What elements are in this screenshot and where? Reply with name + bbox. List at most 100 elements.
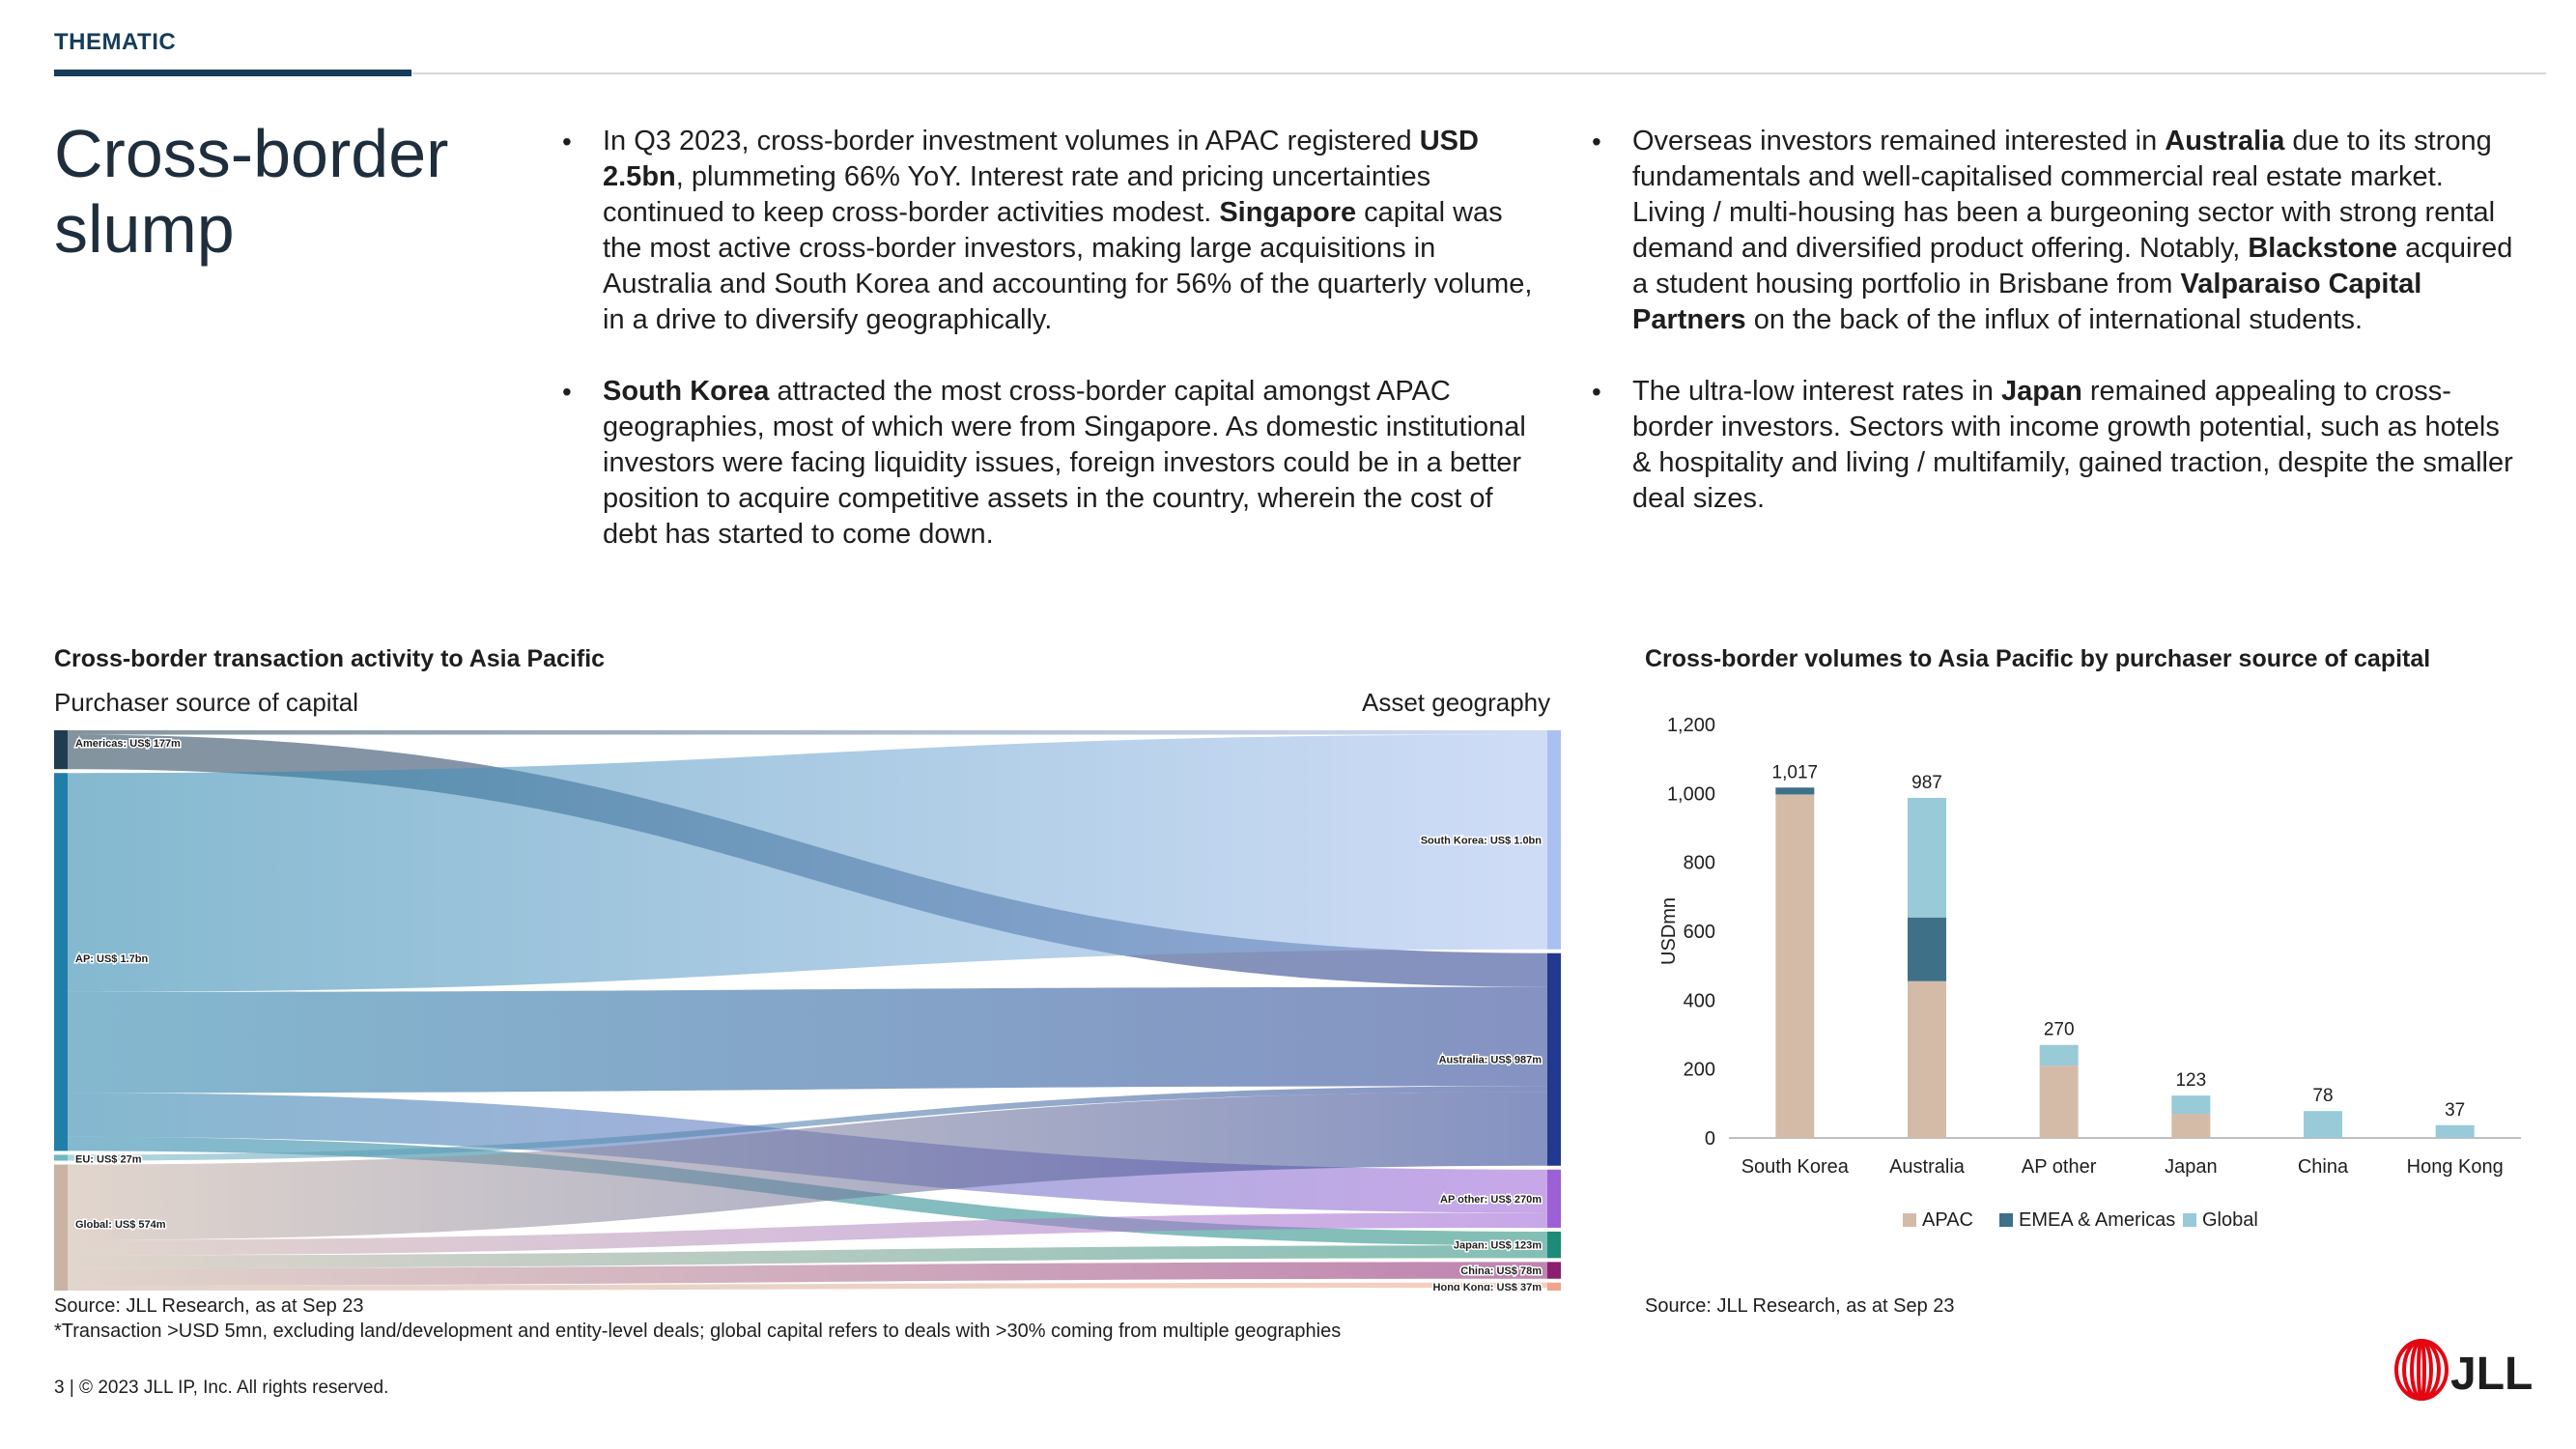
- sankey-target-node-cn: [1547, 1262, 1561, 1279]
- bullet-text: attracted the most cross-border capital …: [603, 376, 1526, 550]
- bar-segment-global-ap-other: [2039, 1044, 2079, 1066]
- sankey-target-node-au: [1547, 952, 1561, 1166]
- sankey-flow-global-jp: [68, 1245, 1547, 1268]
- bar-chart: 0 200 400 600 800 1,000 1,200 USDmn 1,017 South K…: [1658, 715, 2521, 1231]
- sankey-target-node-hk: [1547, 1282, 1561, 1291]
- sankey-source-node-eu: [54, 1154, 68, 1161]
- bar-total-label: 1,017: [1772, 762, 1819, 782]
- bar-segment-emea-americas-south-korea: [1775, 787, 1815, 795]
- bar-x-tick-label: AP other: [2022, 1156, 2097, 1178]
- sankey-source-label-global: Global: US$ 574m: [75, 1219, 166, 1231]
- jll-logo: JLL: [2394, 1339, 2533, 1401]
- sankey-left-header: Purchaser source of capital: [54, 688, 359, 717]
- bar-chart-source: Source: JLL Research, as at Sep 23: [1645, 1295, 1955, 1317]
- footer-page-note: 3 | © 2023 JLL IP, Inc. All rights reser…: [54, 1378, 389, 1398]
- bullet-emphasis: Blackstone: [2248, 233, 2398, 264]
- bullet-text: The ultra-low interest rates in: [1632, 376, 2001, 407]
- sankey-source-label-ap: AP: US$ 1.7bn: [75, 953, 148, 965]
- sankey-source-label-eu: EU: US$ 27m: [75, 1153, 142, 1165]
- sankey-footnote: *Transaction >USD 5mn, excluding land/de…: [54, 1321, 1342, 1342]
- bar-y-tick-label: 1,000: [1667, 783, 1715, 805]
- bar-total-label: 37: [2445, 1100, 2465, 1121]
- bar-segment-global-japan: [2171, 1095, 2211, 1115]
- sankey-flow-americas-sk: [68, 730, 1547, 735]
- bar-total-label: 123: [2175, 1070, 2206, 1091]
- sankey-chart: Americas: US$ 177m AP: US$ 1.7bn EU: US$ 2…: [54, 730, 1561, 1291]
- bar-segment-apac-australia: [1908, 980, 1946, 1138]
- bar-y-tick-label: 0: [1705, 1128, 1715, 1150]
- bar-segment-apac-south-korea: [1775, 794, 1815, 1138]
- bullet-emphasis: USD 2.5bn: [603, 126, 1479, 192]
- right-bullet-1: Overseas investors remained interested i…: [1592, 124, 2519, 338]
- legend-swatch: [1999, 1213, 2013, 1227]
- section-tag-underline: [54, 70, 411, 76]
- page-title: Cross-border slump: [54, 116, 449, 267]
- bar-y-tick-label: 1,200: [1667, 715, 1715, 736]
- bullet-text: due to its strong fundamentals and well-…: [1632, 126, 2496, 264]
- sankey-target-label-apo: AP other: US$ 270m: [1440, 1194, 1542, 1206]
- bullet-text: on the back of the influx of internation…: [1745, 304, 2364, 335]
- sankey-target-label-cn: China: US$ 78m: [1460, 1265, 1542, 1277]
- left-bullet-1: In Q3 2023, cross-border investment volu…: [562, 124, 1547, 338]
- bar-y-tick-label: 800: [1684, 853, 1715, 874]
- bar-y-tick-label: 200: [1684, 1060, 1715, 1081]
- bar-total-label: 987: [1911, 773, 1942, 793]
- sankey-source-label-americas: Americas: US$ 177m: [75, 738, 181, 750]
- sankey-flow-ap-au: [68, 986, 1547, 1094]
- sankey-right-header: Asset geography: [1362, 688, 1551, 717]
- bar-x-tick-label: China: [2298, 1156, 2349, 1178]
- legend-swatch: [1903, 1213, 1916, 1227]
- sankey-target-label-au: Australia: US$ 987m: [1439, 1055, 1543, 1066]
- bar-y-tick-label: 400: [1684, 990, 1715, 1011]
- right-bullet-2: The ultra-low interest rates in Japan re…: [1592, 374, 2519, 517]
- bullet-text: remained appealing to cross-border inves…: [1632, 376, 2513, 514]
- bar-y-tick-label: 600: [1684, 922, 1715, 943]
- bar-total-label: 270: [2044, 1020, 2075, 1040]
- bar-segment-global-hong-kong: [2435, 1124, 2475, 1138]
- bullet-text: In Q3 2023, cross-border investment volu…: [603, 126, 1420, 156]
- bar-x-tick-label: Japan: [2165, 1156, 2218, 1178]
- bullet-text: acquired a student housing portfolio in …: [1632, 233, 2513, 299]
- legend-swatch: [2183, 1213, 2196, 1227]
- sankey-target-label-sk: South Korea: US$ 1.0bn: [1421, 835, 1543, 846]
- sankey-target-label-hk: Hong Kong: US$ 37m: [1433, 1282, 1543, 1291]
- bullet-text: Overseas investors remained interested i…: [1632, 126, 2166, 156]
- bullet-emphasis: Singapore: [1219, 197, 1357, 228]
- sankey-flow-global-au: [68, 1092, 1547, 1240]
- bar-x-tick-label: Hong Kong: [2407, 1156, 2504, 1178]
- jll-logo-mark: [2394, 1339, 2449, 1401]
- sankey-target-label-jp: Japan: US$ 123m: [1454, 1240, 1542, 1252]
- header-divider: [54, 72, 2546, 74]
- sankey-flow-global-cn: [68, 1262, 1547, 1286]
- bar-chart-title: Cross-border volumes to Asia Pacific by …: [1645, 645, 2431, 672]
- bullet-column-left: In Q3 2023, cross-border investment volu…: [562, 124, 1547, 588]
- sankey-target-node-jp: [1547, 1231, 1561, 1259]
- sankey-title: Cross-border transaction activity to Asi…: [54, 645, 606, 672]
- sankey-target-node-apo: [1547, 1169, 1561, 1228]
- sankey-target-node-sk: [1547, 730, 1561, 950]
- bar-total-label: 78: [2312, 1086, 2333, 1106]
- bar-segment-global-china: [2304, 1111, 2342, 1138]
- sankey-source-node-americas: [54, 730, 68, 770]
- sankey-flow-eu-au: [68, 1086, 1547, 1161]
- sankey-flow-global-hk: [68, 1282, 1547, 1291]
- bar-segment-emea-americas-australia: [1908, 917, 1946, 981]
- legend-label: Global: [2202, 1209, 2258, 1231]
- sankey-flow-ap-sk: [68, 734, 1547, 992]
- bullet-column-right: Overseas investors remained interested i…: [1592, 124, 2519, 553]
- bullet-emphasis: South Korea: [603, 376, 770, 407]
- bullet-text: , plummeting 66% YoY. Interest rate and …: [603, 161, 1431, 228]
- bullet-emphasis: Australia: [2165, 126, 2285, 156]
- bar-x-tick-label: Australia: [1889, 1156, 1966, 1178]
- legend-label: EMEA & Americas: [2019, 1209, 2175, 1231]
- bar-segment-global-australia: [1908, 797, 1946, 918]
- bar-segment-apac-ap-other: [2039, 1065, 2079, 1138]
- sankey-source-node-global: [54, 1164, 68, 1291]
- bar-segment-apac-japan: [2171, 1114, 2211, 1138]
- left-bullet-2: South Korea attracted the most cross-bor…: [562, 374, 1547, 553]
- legend-label: APAC: [1922, 1209, 1973, 1231]
- bar-x-tick-label: South Korea: [1741, 1156, 1850, 1178]
- sankey-source-node-ap: [54, 773, 68, 1151]
- bullet-emphasis: Valparaiso Capital Partners: [1632, 269, 2422, 335]
- sankey-flow-global-apo: [68, 1212, 1547, 1256]
